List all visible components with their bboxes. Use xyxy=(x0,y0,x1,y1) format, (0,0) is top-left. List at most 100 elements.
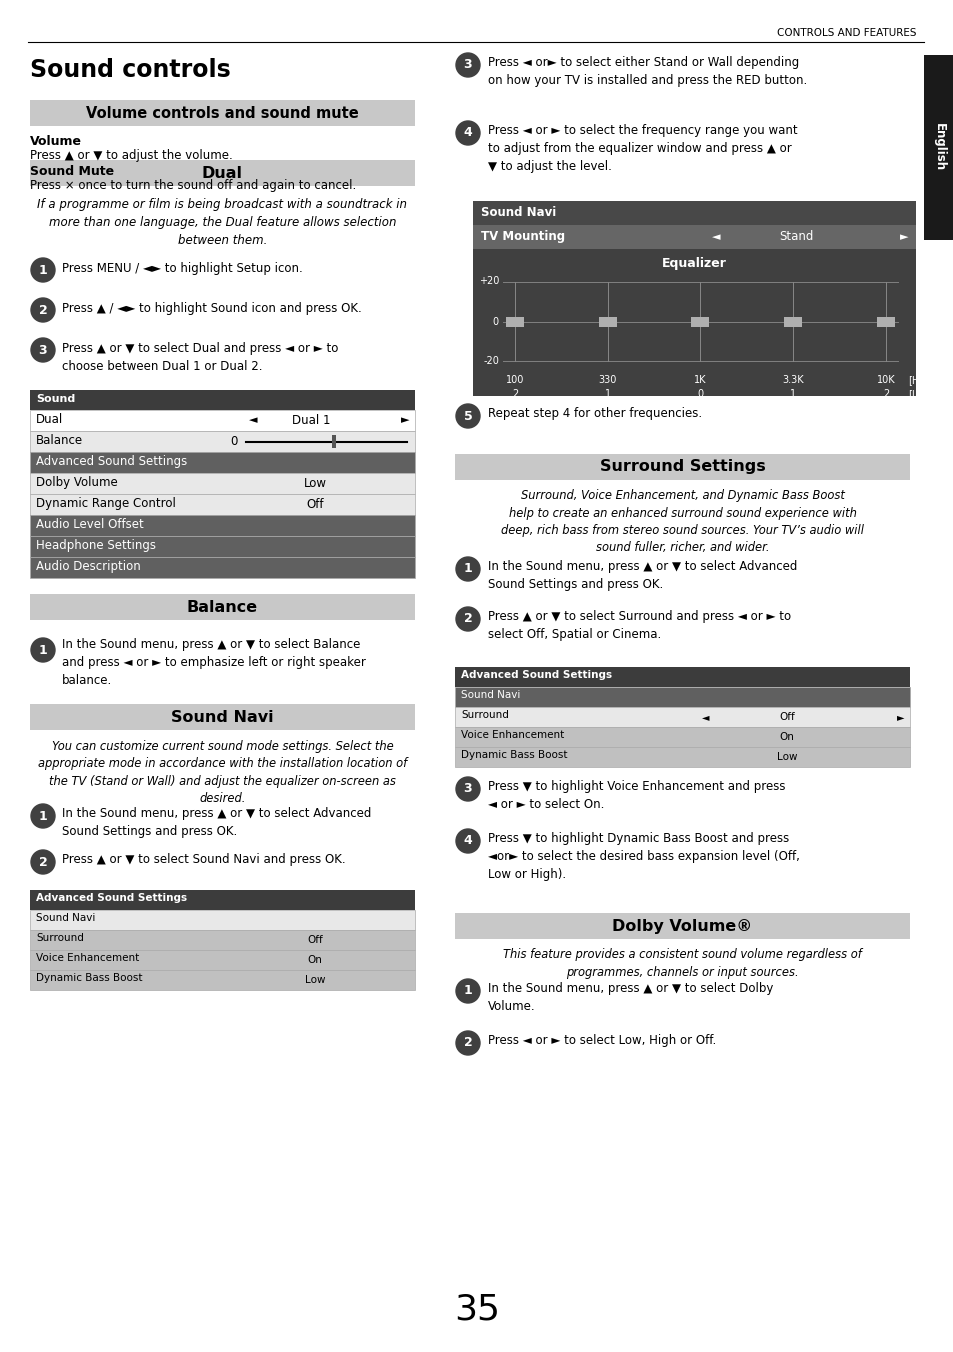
Text: Voice Enhancement: Voice Enhancement xyxy=(36,953,139,963)
Circle shape xyxy=(456,1032,479,1055)
Text: [Hz]: [Hz] xyxy=(907,375,927,385)
Text: 1: 1 xyxy=(789,389,796,399)
Bar xyxy=(455,913,909,940)
Text: 3: 3 xyxy=(463,783,472,795)
Text: +20: +20 xyxy=(478,277,498,287)
Text: 3: 3 xyxy=(39,343,48,357)
Circle shape xyxy=(456,120,479,145)
Bar xyxy=(30,535,415,557)
Text: 3: 3 xyxy=(463,58,472,72)
Text: Press ▲ or ▼ to select Surround and press ◄ or ► to
select Off, Spatial or Cinem: Press ▲ or ▼ to select Surround and pres… xyxy=(488,610,790,641)
Text: In the Sound menu, press ▲ or ▼ to select Balance
and press ◄ or ► to emphasize : In the Sound menu, press ▲ or ▼ to selec… xyxy=(62,638,366,687)
Text: 0: 0 xyxy=(697,389,702,399)
Text: Press ▼ to highlight Voice Enhancement and press
◄ or ► to select On.: Press ▼ to highlight Voice Enhancement a… xyxy=(488,780,784,811)
Circle shape xyxy=(30,338,55,362)
Text: 2: 2 xyxy=(38,856,48,868)
Circle shape xyxy=(30,850,55,873)
Text: 1: 1 xyxy=(38,810,48,822)
Text: 4: 4 xyxy=(463,127,472,139)
Text: Sound: Sound xyxy=(36,393,75,404)
Text: 1: 1 xyxy=(38,644,48,657)
Bar xyxy=(30,704,415,730)
Bar xyxy=(30,594,415,621)
Text: In the Sound menu, press ▲ or ▼ to select Advanced
Sound Settings and press OK.: In the Sound menu, press ▲ or ▼ to selec… xyxy=(488,560,797,591)
Text: ►: ► xyxy=(400,415,409,426)
Text: Surround Settings: Surround Settings xyxy=(599,460,764,475)
Text: 0: 0 xyxy=(231,435,237,448)
Text: Low: Low xyxy=(304,975,325,986)
Text: If a programme or film is being broadcast with a soundtrack in
more than one lan: If a programme or film is being broadcas… xyxy=(37,197,407,247)
Bar xyxy=(473,201,915,396)
Text: ◄: ◄ xyxy=(700,713,708,722)
Bar xyxy=(455,748,909,767)
Text: Sound Navi: Sound Navi xyxy=(460,690,519,700)
Bar xyxy=(30,930,415,950)
Text: 1K: 1K xyxy=(694,375,706,385)
Text: 2: 2 xyxy=(463,612,472,626)
Text: ◄: ◄ xyxy=(712,233,720,242)
Text: Sound Navi: Sound Navi xyxy=(171,710,274,725)
Text: 330: 330 xyxy=(598,375,617,385)
Text: In the Sound menu, press ▲ or ▼ to select Dolby
Volume.: In the Sound menu, press ▲ or ▼ to selec… xyxy=(488,982,773,1013)
Text: Repeat step 4 for other frequencies.: Repeat step 4 for other frequencies. xyxy=(488,407,701,420)
Text: 2: 2 xyxy=(463,1037,472,1049)
Bar xyxy=(30,389,415,410)
Text: -20: -20 xyxy=(482,356,498,365)
Text: 0: 0 xyxy=(493,316,498,327)
Text: CONTROLS AND FEATURES: CONTROLS AND FEATURES xyxy=(777,28,916,38)
Bar xyxy=(30,452,415,473)
Bar xyxy=(923,55,953,241)
Text: Press ▼ to highlight Dynamic Bass Boost and press
◄or► to select the desired bas: Press ▼ to highlight Dynamic Bass Boost … xyxy=(488,831,799,882)
Text: English: English xyxy=(931,123,944,172)
Text: Advanced Sound Settings: Advanced Sound Settings xyxy=(36,894,187,903)
Text: 2: 2 xyxy=(38,303,48,316)
Text: Dolby Volume: Dolby Volume xyxy=(36,476,117,489)
Text: Press ▲ / ◄► to highlight Sound icon and press OK.: Press ▲ / ◄► to highlight Sound icon and… xyxy=(62,301,361,315)
Text: 35: 35 xyxy=(454,1293,499,1328)
Bar xyxy=(30,950,415,969)
Bar xyxy=(332,435,336,448)
Text: Press ◄ or ► to select Low, High or Off.: Press ◄ or ► to select Low, High or Off. xyxy=(488,1034,716,1046)
Bar xyxy=(30,473,415,493)
Bar xyxy=(473,201,915,224)
Text: Volume controls and sound mute: Volume controls and sound mute xyxy=(86,105,358,120)
Text: Press × once to turn the sound off and again to cancel.: Press × once to turn the sound off and a… xyxy=(30,178,355,192)
Circle shape xyxy=(456,777,479,800)
Circle shape xyxy=(30,804,55,827)
Bar xyxy=(598,316,616,327)
Text: Press ◄ or► to select either Stand or Wall depending
on how your TV is installed: Press ◄ or► to select either Stand or Wa… xyxy=(488,55,806,87)
Text: Off: Off xyxy=(306,498,323,511)
Text: Surround: Surround xyxy=(36,933,84,942)
Text: Advanced Sound Settings: Advanced Sound Settings xyxy=(36,456,187,468)
Bar xyxy=(30,100,415,126)
Bar xyxy=(30,969,415,990)
Text: Off: Off xyxy=(307,936,322,945)
Text: Dolby Volume®: Dolby Volume® xyxy=(612,918,752,933)
Bar xyxy=(30,410,415,431)
Text: 5: 5 xyxy=(463,410,472,422)
Text: On: On xyxy=(779,731,794,742)
Text: Dynamic Bass Boost: Dynamic Bass Boost xyxy=(460,750,567,760)
Bar xyxy=(30,910,415,930)
Text: ◄: ◄ xyxy=(249,415,257,426)
Bar xyxy=(30,557,415,579)
Text: 100: 100 xyxy=(505,375,523,385)
Bar xyxy=(783,316,801,327)
Bar xyxy=(455,667,909,687)
Text: Press ▲ or ▼ to select Dual and press ◄ or ► to
choose between Dual 1 or Dual 2.: Press ▲ or ▼ to select Dual and press ◄ … xyxy=(62,342,338,373)
Text: Dynamic Bass Boost: Dynamic Bass Boost xyxy=(36,973,142,983)
Circle shape xyxy=(456,979,479,1003)
Text: Press MENU / ◄► to highlight Setup icon.: Press MENU / ◄► to highlight Setup icon. xyxy=(62,262,302,274)
Text: Sound controls: Sound controls xyxy=(30,58,231,82)
Text: 2: 2 xyxy=(882,389,888,399)
Text: Dynamic Range Control: Dynamic Range Control xyxy=(36,498,175,510)
Bar xyxy=(455,707,909,727)
Text: 1: 1 xyxy=(38,264,48,277)
Text: On: On xyxy=(307,955,322,965)
Bar xyxy=(30,160,415,187)
Text: 10K: 10K xyxy=(876,375,894,385)
Text: Sound Mute: Sound Mute xyxy=(30,165,114,178)
Text: Low: Low xyxy=(303,477,326,489)
Text: Stand: Stand xyxy=(779,230,813,243)
Bar xyxy=(691,316,709,327)
